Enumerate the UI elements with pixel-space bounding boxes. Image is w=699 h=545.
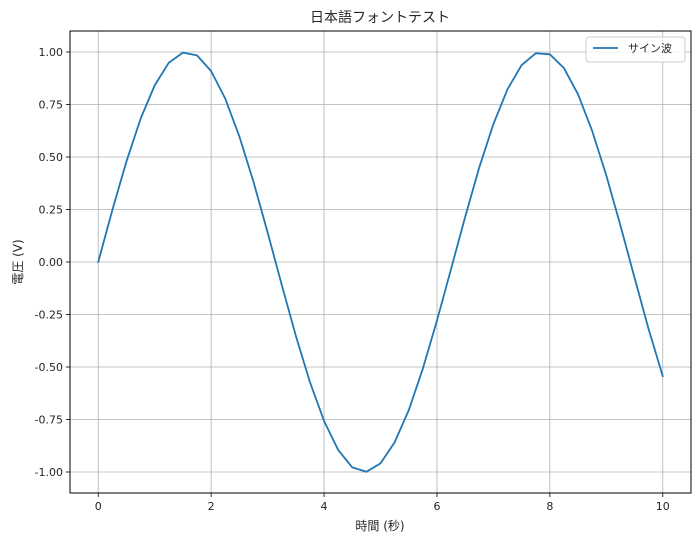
x-tick-label: 8 (546, 500, 553, 513)
y-tick-label: 0.25 (39, 204, 64, 217)
y-tick-label: 0.75 (39, 99, 64, 112)
y-tick-label: 0.50 (39, 151, 64, 164)
grid (70, 31, 691, 493)
y-tick-label: 0.00 (39, 256, 64, 269)
x-tick-label: 10 (656, 500, 670, 513)
y-tick-label: -0.50 (35, 361, 63, 374)
y-tick-label: -1.00 (35, 466, 63, 479)
legend-label-sine-wave: サイン波 (628, 42, 672, 55)
y-tick-label: -0.75 (35, 414, 63, 427)
x-axis-ticks: 0 2 4 6 8 10 (95, 493, 670, 513)
y-axis-title: 電圧 (V) (11, 239, 25, 284)
x-axis-title: 時間 (秒) (355, 519, 404, 533)
legend-box (585, 36, 686, 63)
chart-title: 日本語フォントテスト (310, 10, 450, 26)
series-line-sine-wave (97, 51, 664, 473)
series-group (97, 51, 664, 473)
x-tick-label: 2 (208, 500, 215, 513)
y-tick-label: -0.25 (35, 309, 63, 322)
legend: サイン波 (585, 36, 686, 63)
y-tick-label: 1.00 (39, 46, 64, 59)
x-tick-label: 6 (433, 500, 440, 513)
y-axis-ticks: -1.00 -0.75 -0.50 -0.25 0.00 0.25 0.50 0.75 1.00 (35, 46, 70, 479)
x-tick-label: 4 (321, 500, 328, 513)
x-tick-label: 0 (95, 500, 102, 513)
